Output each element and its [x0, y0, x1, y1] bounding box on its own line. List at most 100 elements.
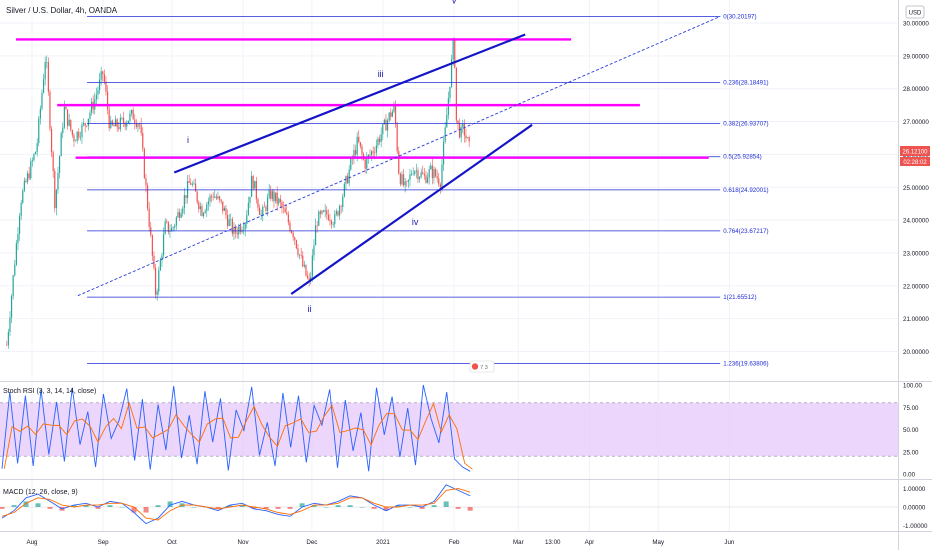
candle-body — [7, 331, 9, 346]
candle-body — [15, 243, 17, 265]
candle-body — [282, 207, 285, 209]
macd-histogram-bar — [335, 505, 341, 507]
macd-histogram-bar — [167, 501, 173, 507]
candle-body — [390, 112, 392, 117]
candle-body — [156, 291, 158, 295]
candle-body — [369, 155, 371, 156]
candle-body — [458, 123, 461, 138]
candle-body — [86, 125, 88, 127]
candle-body — [68, 119, 70, 126]
candle-body — [132, 110, 134, 120]
macd-histogram-bar — [431, 505, 437, 507]
candle-body — [79, 137, 81, 138]
price-tick-label: 30.00000 — [903, 21, 929, 28]
candle-body — [182, 208, 184, 214]
candle-body — [290, 230, 293, 233]
candle-body — [71, 129, 73, 136]
candle-body — [121, 117, 123, 119]
candle-body — [57, 172, 59, 190]
candle-body — [316, 225, 318, 227]
candle-body — [465, 135, 467, 139]
candle-body — [17, 233, 19, 244]
candle-body — [276, 192, 278, 204]
trend-line[interactable] — [77, 16, 721, 297]
candle-body — [412, 173, 414, 175]
resistance-lines[interactable] — [15, 38, 709, 159]
fibonacci-retracement[interactable]: 0(30.20197) 0.236(28.18491) 0.382(26.93707… — [87, 13, 769, 367]
wave-label: iii — [378, 69, 384, 79]
trend-line[interactable] — [290, 123, 533, 295]
candle-body — [105, 81, 107, 92]
macd-histogram-bar — [407, 507, 413, 508]
trend-line[interactable] — [173, 33, 526, 174]
candle-body — [311, 255, 313, 277]
candle-body — [348, 169, 350, 184]
candle-body — [329, 219, 331, 221]
candle-body — [244, 224, 246, 230]
time-tick-label: Jun — [724, 539, 735, 546]
candle-body — [63, 106, 65, 128]
candle-body — [66, 109, 69, 126]
candle-body — [106, 91, 109, 110]
candle-body — [23, 180, 25, 191]
candle-body — [398, 151, 400, 174]
candle-body — [55, 189, 57, 209]
candle-body — [166, 221, 168, 222]
fib-level-label: 1(21.65512) — [723, 294, 756, 301]
candle-body — [265, 206, 267, 211]
macd-histogram-bar — [347, 505, 353, 507]
candle-body — [423, 173, 425, 176]
candle-body — [455, 67, 457, 121]
time-tick-label: Mar — [513, 539, 524, 546]
candle-body — [60, 133, 62, 157]
candle-body — [242, 229, 245, 231]
time-axis[interactable]: Aug Sep Oct Nov Dec 2021 Feb Mar 13:00 Apr May Jun — [26, 539, 734, 546]
candle-body — [460, 127, 462, 138]
macd-histogram-bar — [107, 505, 113, 507]
candle-body — [137, 124, 139, 127]
wave-label: i — [187, 135, 189, 145]
candle-body — [332, 224, 334, 225]
candle-body — [281, 201, 283, 208]
macd-histogram-bar — [23, 501, 29, 507]
candle-body — [284, 208, 286, 213]
candle-body — [234, 227, 237, 233]
currency-button[interactable]: USD — [905, 5, 925, 19]
candle-body — [44, 62, 46, 80]
candle-body — [159, 260, 161, 271]
candle-body — [321, 210, 323, 214]
candle-body — [122, 117, 125, 123]
candle-body — [402, 174, 405, 186]
candle-body — [84, 122, 86, 126]
candle-body — [183, 195, 185, 209]
candle-body — [335, 211, 337, 215]
candle-body — [359, 142, 361, 147]
candle-body — [82, 122, 85, 125]
candle-body — [90, 101, 93, 113]
candle-body — [38, 118, 40, 144]
candle-body — [145, 178, 147, 186]
macd-histogram-bar — [215, 507, 221, 509]
candle-body — [113, 124, 115, 127]
stoch-rsi-title: Stoch RSI (3, 3, 14, 14, close) — [3, 388, 96, 395]
stoch-rsi-pane[interactable]: 100.00 75.00 50.00 25.00 0.00 — [0, 383, 922, 479]
candle-body — [414, 171, 416, 174]
candle-body — [399, 173, 401, 185]
candle-body — [457, 120, 459, 124]
candle-body — [236, 232, 238, 235]
macd-tick-label: 1.00000 — [903, 486, 926, 493]
svg-text:7 3: 7 3 — [480, 365, 488, 371]
candle-body — [268, 190, 270, 198]
trend-lines[interactable] — [77, 16, 721, 297]
candle-body — [266, 197, 269, 211]
candle-body — [193, 183, 195, 185]
candle-body — [220, 199, 222, 202]
candle-body — [434, 169, 437, 177]
candle-body — [254, 180, 256, 189]
price-axis[interactable]: 30.0000029.0000028.0000027.0000026.00000… — [903, 21, 929, 357]
candle-body — [231, 219, 233, 234]
replay-marker-icon[interactable]: 7 3 — [469, 360, 495, 373]
macd-pane[interactable]: 1.00000 0.00000 -1.00000 — [0, 484, 928, 530]
candle-body — [295, 240, 297, 249]
